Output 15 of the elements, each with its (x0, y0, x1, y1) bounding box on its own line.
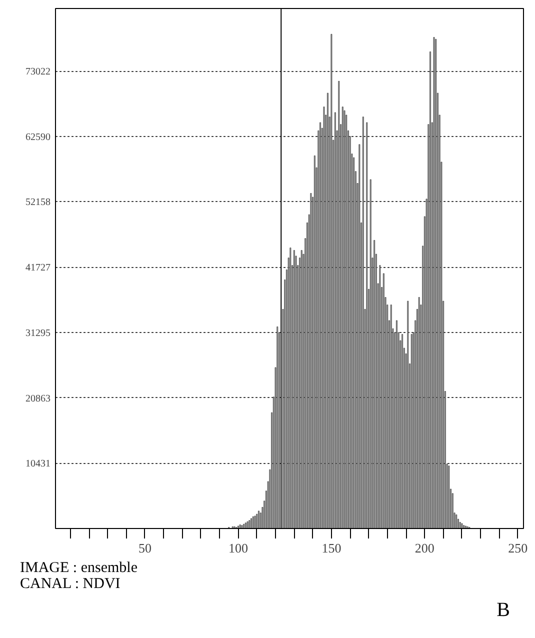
text: CANAL : NDVI (20, 576, 120, 592)
y-tick-label: 31295 (26, 328, 50, 339)
text: IMAGE : ensemble (20, 560, 138, 576)
x-tick-label: 150 (322, 540, 342, 556)
y-tick-label: 10431 (26, 458, 50, 470)
text: B (496, 599, 510, 621)
x-tick-label: 50 (138, 540, 152, 556)
y-tick-label: 62590 (26, 132, 50, 143)
y-tick-label: 41727 (26, 262, 50, 274)
x-tick-label: 250 (508, 540, 528, 556)
y-tick-label: 73022 (26, 66, 50, 78)
x-tick-label: 100 (228, 540, 248, 556)
x-tick-label: 200 (414, 540, 434, 556)
y-tick-label: 52158 (26, 197, 50, 208)
y-tick-label: 20863 (26, 393, 50, 404)
